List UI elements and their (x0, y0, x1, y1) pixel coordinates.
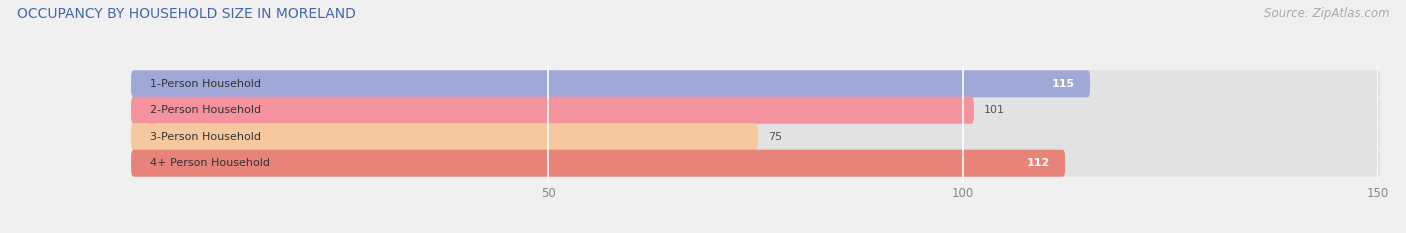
Text: 75: 75 (768, 132, 782, 142)
Text: 112: 112 (1026, 158, 1050, 168)
FancyBboxPatch shape (131, 123, 758, 150)
Text: Source: ZipAtlas.com: Source: ZipAtlas.com (1264, 7, 1389, 20)
FancyBboxPatch shape (131, 70, 1381, 97)
FancyBboxPatch shape (131, 97, 974, 124)
FancyBboxPatch shape (131, 150, 1381, 177)
Text: 2-Person Household: 2-Person Household (150, 105, 262, 115)
Text: 1-Person Household: 1-Person Household (150, 79, 262, 89)
Text: 3-Person Household: 3-Person Household (150, 132, 262, 142)
Text: 4+ Person Household: 4+ Person Household (150, 158, 270, 168)
Text: 115: 115 (1052, 79, 1076, 89)
FancyBboxPatch shape (131, 70, 1090, 97)
FancyBboxPatch shape (131, 123, 1381, 150)
FancyBboxPatch shape (131, 97, 1381, 124)
FancyBboxPatch shape (131, 150, 1066, 177)
Text: 101: 101 (984, 105, 1005, 115)
Text: OCCUPANCY BY HOUSEHOLD SIZE IN MORELAND: OCCUPANCY BY HOUSEHOLD SIZE IN MORELAND (17, 7, 356, 21)
